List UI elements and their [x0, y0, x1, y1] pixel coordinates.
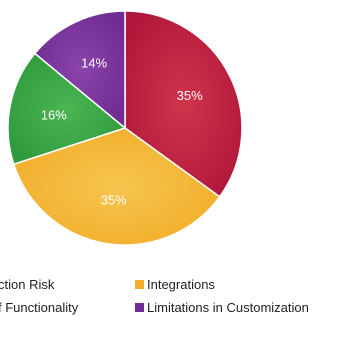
legend-label: ction Risk	[0, 277, 55, 292]
slice-security-risk-label: 35%	[177, 88, 203, 103]
legend-item-security-risk: ction Risk	[0, 277, 54, 292]
slice-lack-of-functionality	[7, 52, 127, 166]
slice-integrations	[12, 127, 221, 246]
legend-swatch-limitations	[135, 303, 144, 312]
legend-label: Integrations	[147, 277, 215, 292]
slice-limitations-in-customization-label: 14%	[81, 55, 107, 70]
legend-item-limitations-in-customization: Limitations in Customization	[135, 300, 309, 315]
legend-swatch-integrations	[135, 280, 144, 289]
slice-security-risk	[124, 10, 243, 198]
slice-lack-of-functionality-label: 16%	[41, 107, 67, 122]
slice-limitations-in-customization	[33, 10, 126, 130]
legend-label: f Functionality	[0, 300, 79, 315]
legend-item-lack-of-functionality: f Functionality	[0, 300, 78, 315]
slice-integrations-label: 35%	[101, 193, 127, 208]
legend-label: Limitations in Customization	[147, 300, 309, 315]
legend-item-integrations: Integrations	[135, 277, 215, 292]
